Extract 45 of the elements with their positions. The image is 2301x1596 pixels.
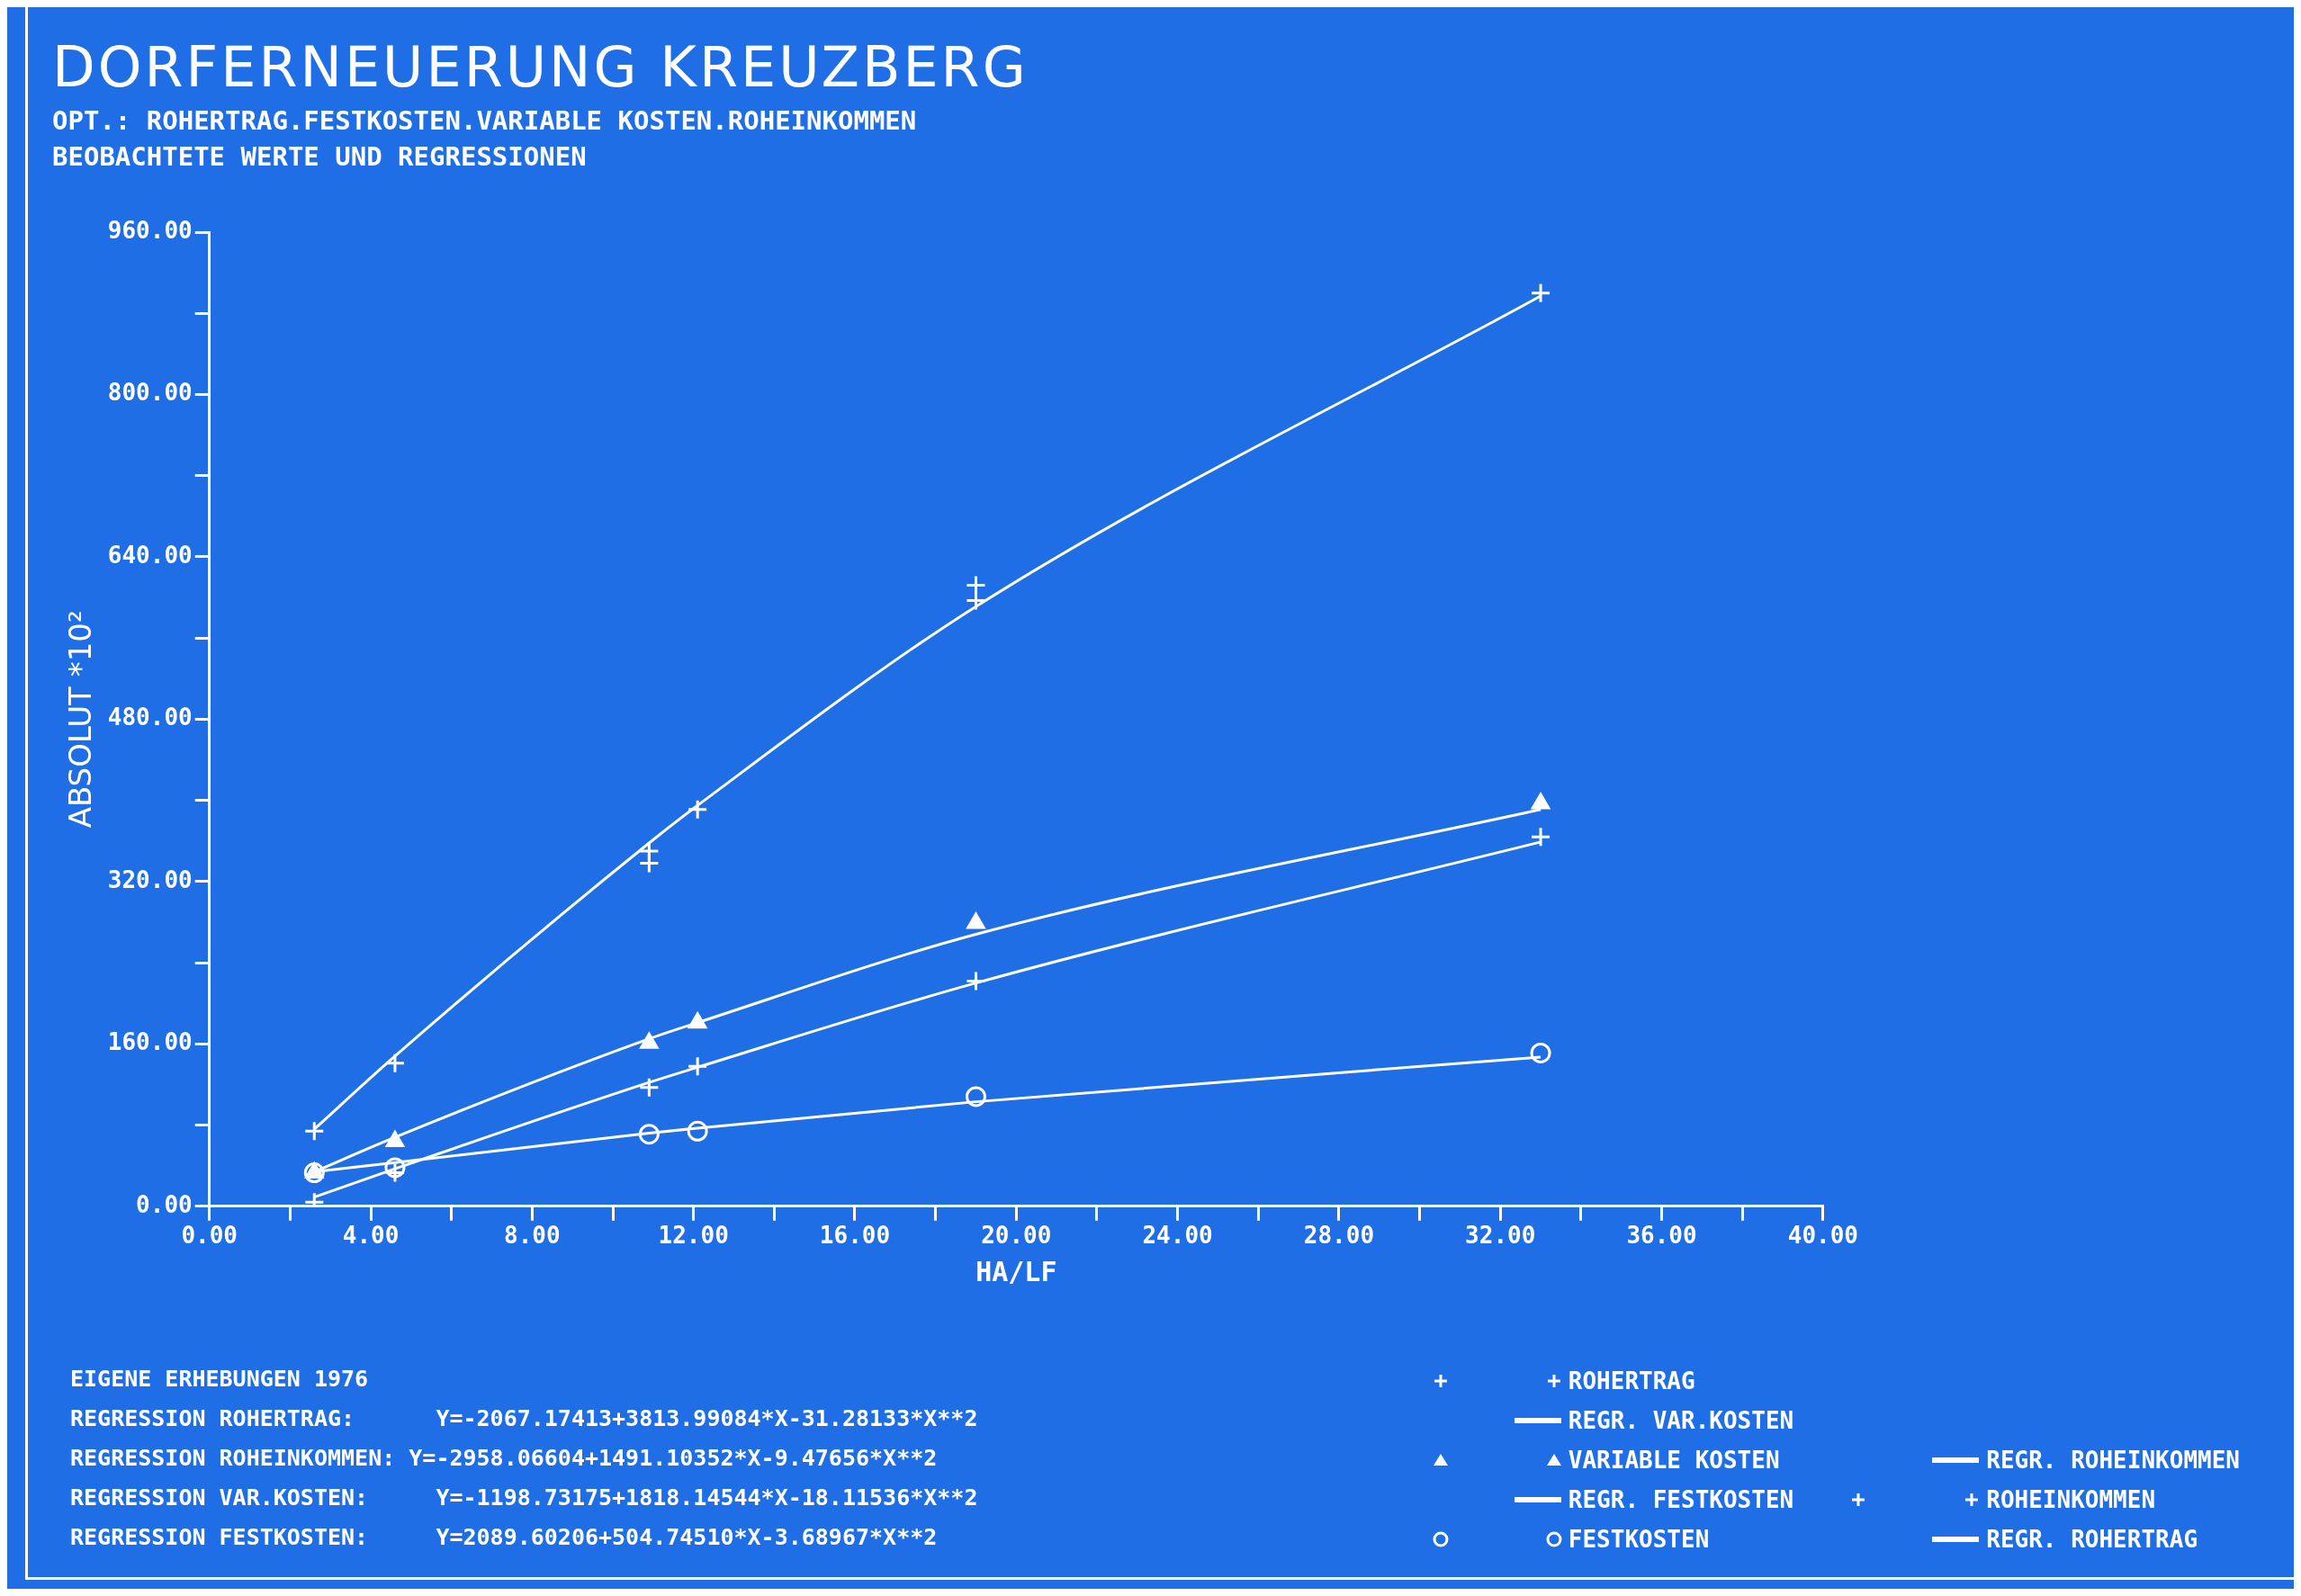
x-tick-label: 20.00: [981, 1222, 1052, 1250]
chart-subtitle: OPT.: ROHERTRAG.FESTKOSTEN.VARIABLE KOSTEN.ROHEINKOMMEN BEOBACHTETE WERTE UND REGRESSIONEN: [52, 105, 918, 172]
point: [303, 1162, 325, 1184]
point: [1530, 282, 1551, 304]
legend-label: FESTKOSTEN: [1568, 1526, 1710, 1553]
x-tick-label: 40.00: [1787, 1222, 1859, 1250]
point: [638, 1124, 660, 1145]
y-tick-label: 800.00: [107, 379, 193, 407]
x-tick-label: 12.00: [658, 1222, 729, 1250]
legend-label: ROHEINKOMMEN: [1986, 1486, 2156, 1513]
x-tick-label: 8.00: [504, 1222, 561, 1250]
chart-title: DORFERNEUERUNG KREUZBERG: [52, 34, 1029, 100]
y-tick-label: 640.00: [107, 541, 193, 569]
legend-label: REGR. VAR.KOSTEN: [1568, 1407, 1794, 1434]
legend-label: REGR. FESTKOSTEN: [1568, 1486, 1794, 1513]
text: REGRESSION ROHEINKOMMEN: Y=-2958.06604+1491.10352*X-9.47656*X**2: [70, 1445, 939, 1473]
point: [965, 1086, 986, 1107]
x-tick-label: 0.00: [181, 1222, 238, 1250]
y-tick-label: 0.00: [136, 1190, 193, 1218]
x-axis-title: HA/LF: [975, 1255, 1057, 1287]
text: REGRESSION FESTKOSTEN: Y=2089.60206+504.74510*X-3.68967*X**2: [70, 1524, 939, 1552]
x-tick-label: 28.00: [1303, 1222, 1375, 1250]
point: [1530, 1042, 1551, 1063]
point: [305, 1162, 324, 1179]
x-tick-label: 16.00: [819, 1222, 891, 1250]
y-axis-title: ABSOLUT *10²: [62, 610, 99, 829]
point: [638, 1077, 660, 1098]
legend-label: REGR. ROHERTRAG: [1986, 1526, 2198, 1553]
y-tick-label: 480.00: [107, 704, 193, 731]
x-tick-label: 32.00: [1465, 1222, 1536, 1250]
y-tick-label: 960.00: [107, 216, 193, 244]
x-tick-label: 36.00: [1626, 1222, 1697, 1250]
point: [384, 1157, 406, 1179]
legend-label: REGR. ROHEINKOMMEN: [1986, 1447, 2240, 1474]
y-tick-label: 320.00: [107, 865, 193, 893]
text: REGRESSION ROHERTRAG: Y=-2067.17413+3813.99084*X-31.28133*X**2: [70, 1405, 978, 1433]
text: REGRESSION VAR.KOSTEN: Y=-1198.73175+1818.14544*X-18.11536*X**2: [70, 1484, 978, 1512]
y-tick-label: 160.00: [107, 1028, 193, 1056]
x-tick-label: 24.00: [1142, 1222, 1213, 1250]
x-tick-label: 4.00: [342, 1222, 400, 1250]
point: [687, 1120, 708, 1142]
text: EIGENE ERHEBUNGEN 1976: [70, 1366, 370, 1394]
point: [303, 1120, 325, 1142]
legend-label: ROHERTRAG: [1568, 1367, 1695, 1394]
legend-label: VARIABLE KOSTEN: [1568, 1447, 1780, 1474]
